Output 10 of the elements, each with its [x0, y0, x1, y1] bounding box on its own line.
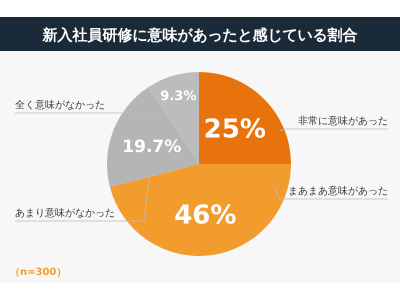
slice-label: 全く意味がなかった [15, 99, 105, 111]
chart-title: 新入社員研修に意味があったと感じている割合 [42, 26, 358, 44]
data-label: 19.7% [122, 136, 182, 157]
text: （n=300） [10, 267, 66, 278]
data-label: 9.3% [160, 88, 196, 104]
data-label: 25% [204, 114, 266, 145]
slice-label: あまり意味がなかった [15, 207, 115, 219]
data-label: 46% [174, 200, 236, 231]
slice-label: 非常に意味があった [298, 115, 388, 127]
slice-label: まあまあ意味があった [288, 185, 388, 197]
